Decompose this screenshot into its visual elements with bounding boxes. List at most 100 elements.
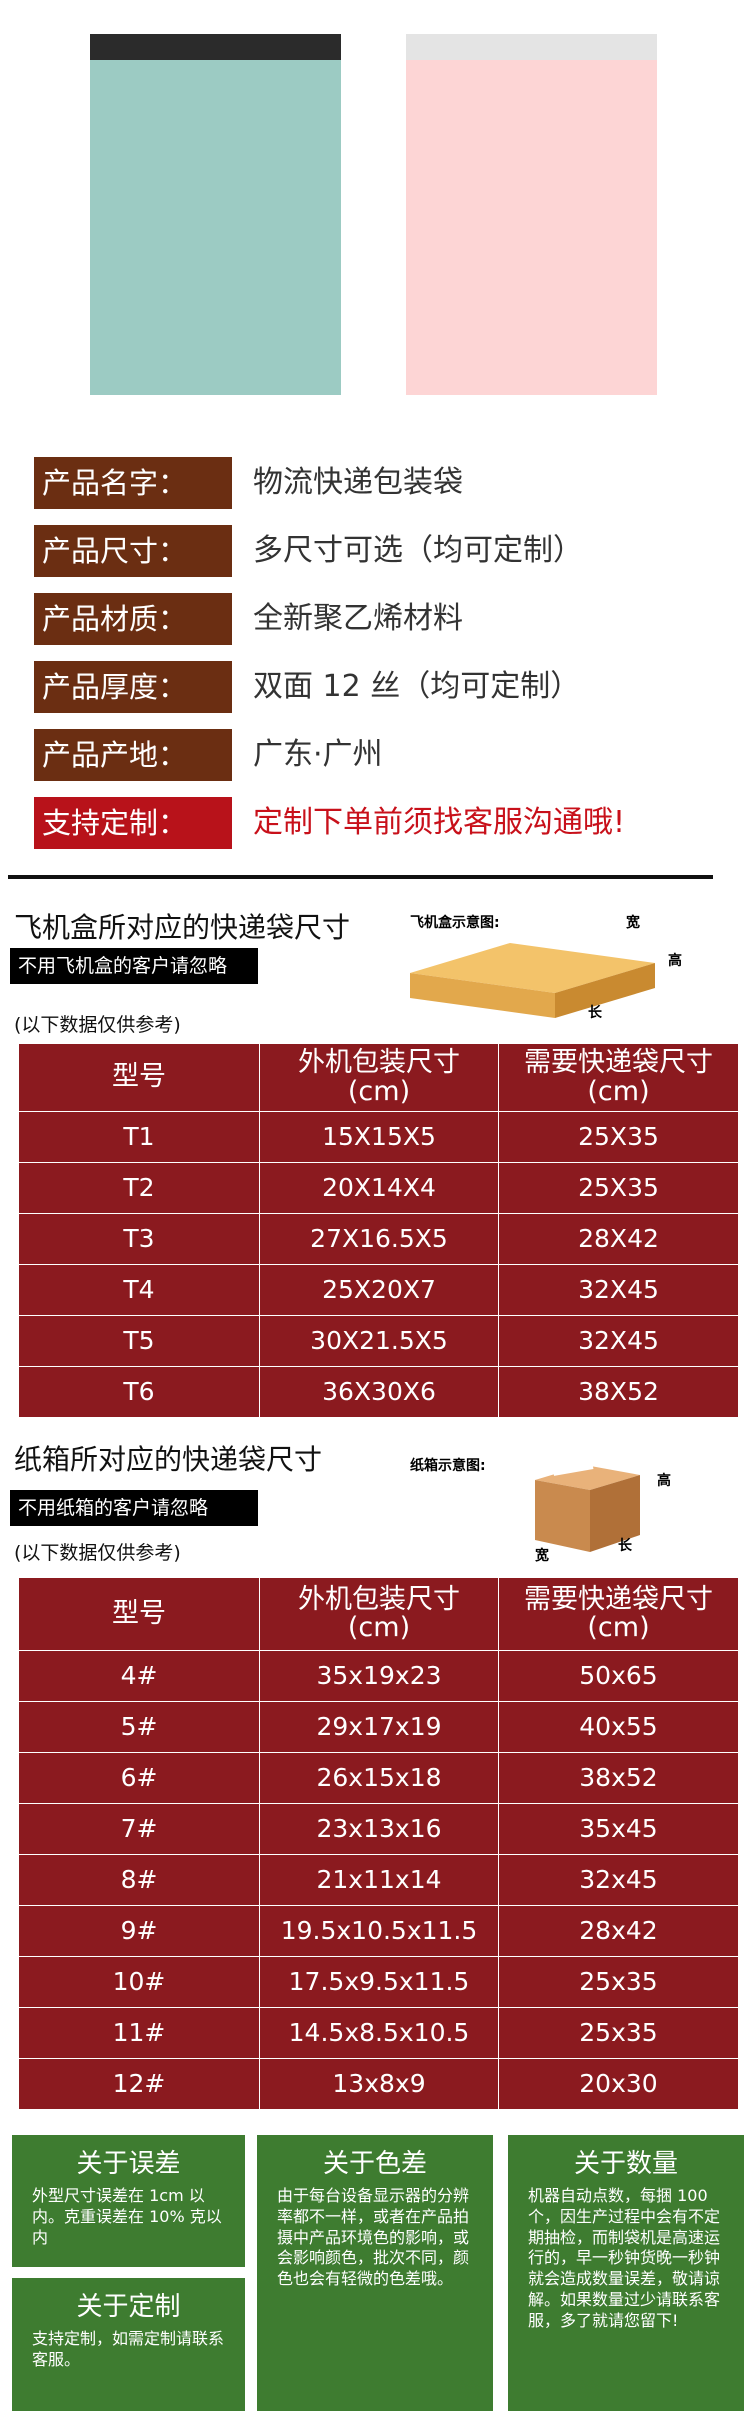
table-cell: 28X42 [499,1214,739,1265]
note-box: 关于色差由于每台设备显示器的分辨率都不一样，或者在产品拍摄中产品环境色的影响，或… [257,2135,493,2411]
cell-text: 35x19x23 [316,1660,442,1690]
diagram-label: 高 [657,1473,671,1489]
cell-text: 12# [112,2068,166,2098]
reference-note: (以下数据仅供参考) [14,1542,181,1564]
cell-text: 20x30 [579,2068,658,2098]
table-cell: T3 [19,1214,260,1265]
table-cell: T6 [19,1367,260,1418]
table-cell: T2 [19,1163,260,1214]
cell-text: 13x8x9 [332,2068,426,2098]
info-label: 产品尺寸： [34,525,232,577]
table-cell: 13x8x9 [260,2059,499,2110]
table-cell: 23x13x16 [260,1804,499,1855]
table-cell: 9# [19,1906,260,1957]
cell-text: 19.5x10.5x11.5 [280,1915,478,1945]
cell-text: 10# [112,1966,166,1996]
info-value: 双面 12 丝（均可定制） [253,669,581,704]
cell-text: 40x55 [579,1711,658,1741]
section-title: 纸箱所对应的快递袋尺寸 [14,1443,323,1476]
cell-text: T1 [123,1121,155,1151]
table-cell: 50x65 [499,1651,739,1702]
table-cell: 40x55 [499,1702,739,1753]
table-cell: 需要快递袋尺寸 (cm) [499,1044,739,1112]
cell-text: T3 [123,1223,155,1253]
cell-text: 21x11x14 [316,1864,442,1894]
cell-text: 32X45 [578,1325,659,1355]
cell-text: 8# [120,1864,158,1894]
table-cell: 35x45 [499,1804,739,1855]
table-cell: T1 [19,1112,260,1163]
table-cell: 26x15x18 [260,1753,499,1804]
cell-text: T4 [123,1274,155,1304]
table-cell: 32X45 [499,1316,739,1367]
teal-bag [90,34,341,395]
cell-text: 36X30X6 [322,1376,436,1406]
table-cell: 11# [19,2008,260,2059]
cell-text: 25x35 [579,2017,658,2047]
cell-text: 25X20X7 [322,1274,436,1304]
cell-text: 20X14X4 [322,1172,436,1202]
table-cell: 需要快递袋尺寸 (cm) [499,1578,739,1651]
cell-text: 27X16.5X5 [310,1223,448,1253]
bag-strip [90,34,341,60]
box-diagram [410,943,655,1018]
table-cell: 15X15X5 [260,1112,499,1163]
table-cell: 32X45 [499,1265,739,1316]
cell-text: 6# [120,1762,158,1792]
diagram-label: 宽 [626,915,640,931]
table-cell: 21x11x14 [260,1855,499,1906]
note-box: 关于定制 支持定制，如需定制请联系客服。 [12,2278,245,2411]
table-cell: 36X30X6 [260,1367,499,1418]
header-text: (cm) [347,1075,411,1107]
table-cell: 25X35 [499,1163,739,1214]
cell-text: T2 [123,1172,155,1202]
note-text: 支持定制，如需定制请联系客服。 [32,2329,225,2369]
cell-text: 50x65 [579,1660,658,1690]
table-cell: 38x52 [499,1753,739,1804]
diagram-label: 宽 [535,1548,549,1564]
cell-text: 15X15X5 [322,1121,436,1151]
note-box: 关于数量 机器自动点数，每捆 100 个，因生产过程中会有不定期抽检，而制袋机是高… [508,2135,744,2411]
header-text: 需要快递袋尺寸 [524,1047,713,1079]
note-title: 关于色差 [322,2149,427,2179]
info-label: 产品厚度： [34,661,232,713]
cell-text: 38X52 [578,1376,659,1406]
table-cell: 14.5x8.5x10.5 [260,2008,499,2059]
header-text: (cm) [347,1612,411,1643]
table-cell: 4# [19,1651,260,1702]
reference-note: (以下数据仅供参考) [14,1014,181,1036]
note-title: 关于数量 [573,2149,678,2179]
table-cell: 20X14X4 [260,1163,499,1214]
cell-text: 38x52 [579,1762,658,1792]
cell-text: 32X45 [578,1274,659,1304]
info-label: 产品名字： [34,457,232,509]
header-text: (cm) [587,1612,650,1643]
diagram-label: 高 [668,953,682,969]
header-text: 型号 [112,1061,166,1093]
table-cell: 28x42 [499,1906,739,1957]
table-cell: 38X52 [499,1367,739,1418]
header-text: 型号 [112,1597,166,1629]
section-note: 不用纸箱的客户请忽略 [10,1490,258,1526]
table-cell: 外机包装尺寸 (cm) [260,1578,499,1651]
header-text: 需要快递袋尺寸 [524,1583,713,1615]
cell-text: 26x15x18 [316,1762,442,1792]
bag-strip [406,34,657,60]
note-text: 由于每台设备显示器的分辨率都不一样，或者在产品拍摄中产品环境色的影响，或会影响颜… [277,2186,470,2289]
cell-text: 23x13x16 [316,1813,442,1843]
cell-text: 17.5x9.5x11.5 [288,1966,470,1996]
cell-text: 29x17x19 [316,1711,442,1741]
cell-text: 9# [120,1915,158,1945]
diagram-label: 长 [588,1005,602,1021]
note-title: 关于误差 [76,2149,181,2179]
table-cell: 7# [19,1804,260,1855]
cell-text: 25x35 [579,1966,658,1996]
table-cell: 29x17x19 [260,1702,499,1753]
cell-text: 35x45 [579,1813,658,1843]
header-text: (cm) [587,1075,650,1107]
table-cell: 12# [19,2059,260,2110]
table-cell: 25x35 [499,2008,739,2059]
info-value: 物流快递包装袋 [253,465,463,500]
info-value: 多尺寸可选（均可定制） [253,533,583,568]
table-cell: 30X21.5X5 [260,1316,499,1367]
